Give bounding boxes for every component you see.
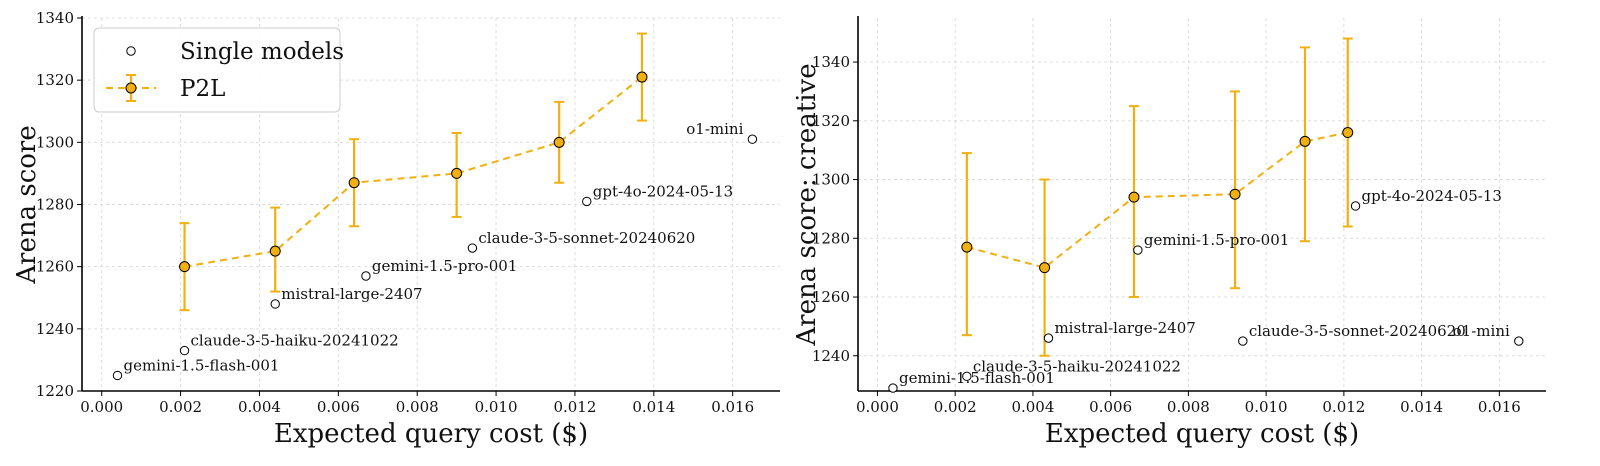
x-tick-label: 0.010 bbox=[475, 398, 518, 416]
single-model-point bbox=[112, 370, 123, 381]
y-tick-label: 1260 bbox=[36, 258, 74, 276]
y-tick-label: 1280 bbox=[812, 229, 850, 247]
legend-box bbox=[93, 27, 341, 113]
single-model-label: gemini-1.5-flash-001 bbox=[899, 369, 1055, 387]
p2l-point bbox=[1229, 188, 1241, 200]
single-model-point bbox=[361, 271, 371, 281]
x-tick-label: 0.004 bbox=[1011, 398, 1054, 416]
legend: Single models P2L bbox=[93, 27, 344, 113]
p2l-point bbox=[451, 167, 463, 179]
x-tick-label: 0.012 bbox=[1322, 398, 1365, 416]
single-model-label: gemini-1.5-pro-001 bbox=[372, 257, 517, 275]
legend-p2l-marker bbox=[125, 82, 137, 94]
x-tick-label: 0.006 bbox=[317, 398, 360, 416]
single-model-point bbox=[1238, 336, 1248, 346]
legend-single-models-label: Single models bbox=[180, 39, 344, 65]
single-model-point bbox=[179, 345, 190, 356]
y-axis-title: Arena score: creative bbox=[792, 63, 822, 346]
y-tick-label: 1240 bbox=[36, 320, 74, 338]
x-tick-label: 0.016 bbox=[711, 398, 754, 416]
y-tick-label: 1280 bbox=[36, 196, 74, 214]
x-tick-label: 0.000 bbox=[856, 398, 899, 416]
single-model-label: claude-3-5-haiku-20241022 bbox=[973, 357, 1181, 375]
single-model-point bbox=[270, 299, 280, 309]
single-model-label: gemini-1.5-flash-001 bbox=[123, 356, 279, 374]
single-model-label: o1-mini bbox=[686, 120, 743, 138]
x-tick-label: 0.006 bbox=[1089, 398, 1132, 416]
single-model-point bbox=[467, 243, 478, 253]
p2l-point bbox=[269, 245, 281, 257]
y-tick-label: 1340 bbox=[812, 53, 850, 71]
single-model-point bbox=[1350, 201, 1361, 211]
single-model-point bbox=[582, 196, 592, 207]
single-model-point bbox=[888, 383, 898, 393]
p2l-point bbox=[1342, 127, 1354, 139]
single-model-label: claude-3-5-haiku-20241022 bbox=[191, 332, 399, 350]
x-tick-label: 0.012 bbox=[553, 398, 596, 416]
y-tick-label: 1320 bbox=[812, 112, 850, 130]
y-tick-label: 1240 bbox=[812, 347, 850, 365]
x-axis-title: Expected query cost ($) bbox=[274, 419, 588, 449]
single-model-point bbox=[1043, 333, 1054, 343]
p2l-point bbox=[961, 241, 973, 253]
p2l-point bbox=[1128, 191, 1140, 203]
single-model-point bbox=[1133, 245, 1143, 255]
y-tick-label: 1220 bbox=[36, 382, 74, 400]
x-tick-label: 0.008 bbox=[396, 398, 439, 416]
p2l-line bbox=[184, 76, 643, 268]
single-model-label: mistral-large-2407 bbox=[1054, 319, 1195, 337]
x-tick-label: 0.002 bbox=[159, 398, 202, 416]
y-tick-label: 1320 bbox=[36, 71, 74, 89]
y-tick-label: 1260 bbox=[812, 288, 850, 306]
x-tick-label: 0.000 bbox=[80, 398, 123, 416]
single-model-label: o1-mini bbox=[1453, 322, 1510, 340]
x-tick-label: 0.002 bbox=[934, 398, 977, 416]
p2l-point bbox=[553, 136, 565, 148]
single-model-label: claude-3-5-sonnet-20240620 bbox=[1249, 322, 1466, 340]
single-model-label: gpt-4o-2024-05-13 bbox=[1362, 187, 1502, 205]
y-tick-label: 1340 bbox=[36, 9, 74, 27]
single-model-label: mistral-large-2407 bbox=[281, 285, 422, 303]
x-tick-label: 0.014 bbox=[1400, 398, 1443, 416]
x-tick-label: 0.004 bbox=[238, 398, 281, 416]
x-tick-label: 0.010 bbox=[1245, 398, 1288, 416]
single-model-point bbox=[1514, 336, 1524, 346]
single-model-point bbox=[747, 134, 758, 144]
single-model-label: gpt-4o-2024-05-13 bbox=[593, 182, 733, 200]
legend-single-models-marker bbox=[126, 46, 136, 56]
x-tick-label: 0.014 bbox=[632, 398, 675, 416]
legend-p2l-label: P2L bbox=[180, 76, 225, 102]
x-tick-label: 0.016 bbox=[1478, 398, 1521, 416]
p2l-point bbox=[636, 71, 648, 83]
p2l-line bbox=[966, 131, 1348, 269]
single-model-label: claude-3-5-sonnet-20240620 bbox=[478, 229, 695, 247]
p2l-point bbox=[1039, 262, 1051, 274]
p2l-point bbox=[348, 177, 360, 189]
single-model-point bbox=[962, 371, 972, 382]
y-tick-label: 1300 bbox=[36, 133, 74, 151]
y-axis-title: Arena score bbox=[12, 125, 42, 284]
x-tick-label: 0.008 bbox=[1167, 398, 1210, 416]
x-axis-title: Expected query cost ($) bbox=[1045, 419, 1359, 449]
single-model-label: gemini-1.5-pro-001 bbox=[1144, 231, 1289, 249]
p2l-point bbox=[179, 261, 191, 273]
chart-panel-2: 0.000 0.002 0.004 0.006 0.008 0.010 0.012 0.014… bbox=[792, 16, 1546, 449]
p2l-point bbox=[1299, 135, 1311, 147]
y-tick-label: 1300 bbox=[812, 171, 850, 189]
